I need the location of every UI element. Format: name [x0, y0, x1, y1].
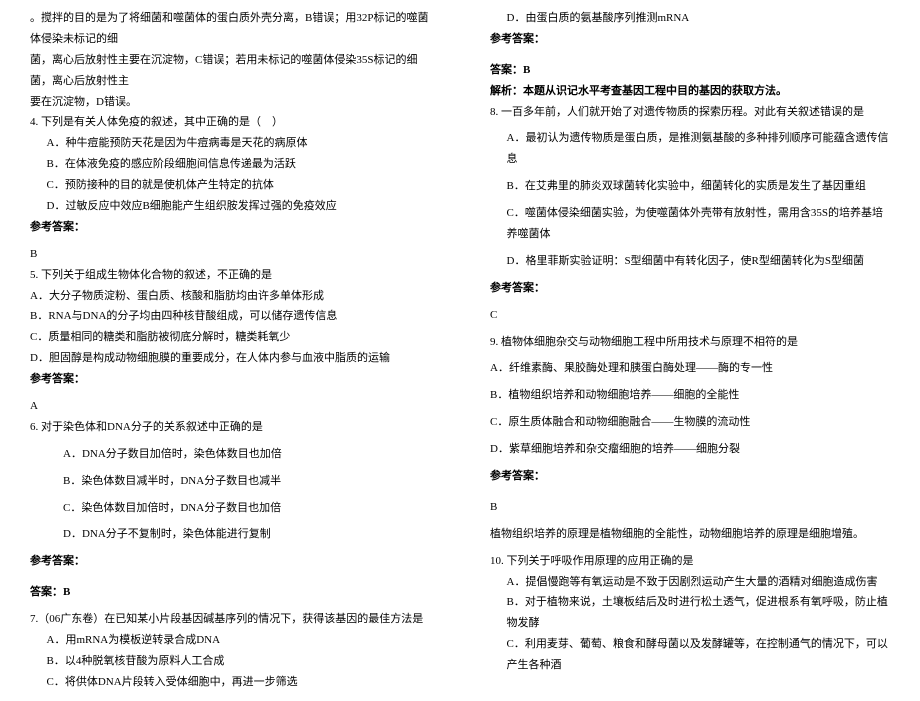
q5-answer: A: [30, 396, 430, 417]
q7-answer: 答案：B: [490, 60, 890, 81]
q10-stem: 10. 下列关于呼吸作用原理的应用正确的是: [490, 551, 890, 572]
q9-option-a: A．纤维素酶、果胶酶处理和胰蛋白酶处理——酶的专一性: [490, 358, 890, 379]
q5-option-c: C．质量相同的糖类和脂肪被彻底分解时，糖类耗氧少: [30, 327, 430, 348]
q4-stem: 4. 下列是有关人体免疫的叙述，其中正确的是（ ）: [30, 112, 430, 133]
q7-stem: 7.（06广东卷）在已知某小片段基因碱基序列的情况下，获得该基因的最佳方法是: [30, 609, 430, 630]
q9-stem: 9. 植物体细胞杂交与动物细胞工程中所用技术与原理不相符的是: [490, 332, 890, 353]
q8-option-d: D．格里菲斯实验证明：S型细菌中有转化因子，使R型细菌转化为S型细菌: [490, 251, 890, 272]
q4-option-d: D．过敏反应中效应B细胞能产生组织胺发挥过强的免疫效应: [30, 196, 430, 217]
left-column: 。搅拌的目的是为了将细菌和噬菌体的蛋白质外壳分离，B错误；用32P标记的噬菌体侵…: [0, 8, 460, 693]
q9-option-b: B．植物组织培养和动物细胞培养——细胞的全能性: [490, 385, 890, 406]
reference-answer-label: 参考答案：: [490, 278, 890, 299]
q7-option-b: B．以4种脱氧核苷酸为原料人工合成: [30, 651, 430, 672]
q7-option-a: A．用mRNA为模板逆转录合成DNA: [30, 630, 430, 651]
intro-line-1: 。搅拌的目的是为了将细菌和噬菌体的蛋白质外壳分离，B错误；用32P标记的噬菌体侵…: [30, 8, 430, 50]
q10-option-b: B．对于植物来说，土壤板结后及时进行松土透气，促进根系有氧呼吸，防止植物发酵: [490, 592, 890, 634]
q4-answer: B: [30, 244, 430, 265]
q8-stem: 8. 一百多年前，人们就开始了对遗传物质的探索历程。对此有关叙述错误的是: [490, 102, 890, 123]
reference-answer-label: 参考答案：: [30, 551, 430, 572]
q8-option-a: A．最初认为遗传物质是蛋白质，是推测氨基酸的多种排列顺序可能蕴含遗传信息: [490, 128, 890, 170]
q5-option-a: A．大分子物质淀粉、蛋白质、核酸和脂肪均由许多单体形成: [30, 286, 430, 307]
q4-option-c: C．预防接种的目的就是使机体产生特定的抗体: [30, 175, 430, 196]
q9-option-c: C．原生质体融合和动物细胞融合——生物膜的流动性: [490, 412, 890, 433]
reference-answer-label: 参考答案：: [490, 29, 890, 50]
q8-option-c: C．噬菌体侵染细菌实验，为使噬菌体外壳带有放射性，需用含35S的培养基培养噬菌体: [490, 203, 890, 245]
q5-option-d: D．胆固醇是构成动物细胞膜的重要成分，在人体内参与血液中脂质的运输: [30, 348, 430, 369]
reference-answer-label: 参考答案：: [30, 369, 430, 390]
q6-option-d: D．DNA分子不复制时，染色体能进行复制: [30, 524, 430, 545]
q10-option-a: A．提倡慢跑等有氧运动是不致于因剧烈运动产生大量的酒精对细胞造成伤害: [490, 572, 890, 593]
q6-stem: 6. 对于染色体和DNA分子的关系叙述中正确的是: [30, 417, 430, 438]
q9-option-d: D．紫草细胞培养和杂交瘤细胞的培养——细胞分裂: [490, 439, 890, 460]
q4-option-b: B．在体液免疫的感应阶段细胞间信息传递最为活跃: [30, 154, 430, 175]
reference-answer-label: 参考答案：: [30, 217, 430, 238]
q6-option-a: A．DNA分子数目加倍时，染色体数目也加倍: [30, 444, 430, 465]
q7-option-d: D．由蛋白质的氨基酸序列推测mRNA: [490, 8, 890, 29]
q5-option-b: B．RNA与DNA的分子均由四种核苷酸组成，可以储存遗传信息: [30, 306, 430, 327]
q10-option-c: C．利用麦芽、葡萄、粮食和酵母菌以及发酵罐等，在控制通气的情况下，可以产生各种酒: [490, 634, 890, 676]
q8-answer: C: [490, 305, 890, 326]
q6-option-b: B．染色体数目减半时，DNA分子数目也减半: [30, 471, 430, 492]
reference-answer-label: 参考答案：: [490, 466, 890, 487]
q9-answer: B: [490, 497, 890, 518]
intro-line-3: 要在沉淀物，D错误。: [30, 92, 430, 113]
q7-option-c: C．将供体DNA片段转入受体细胞中，再进一步筛选: [30, 672, 430, 693]
q9-explanation: 植物组织培养的原理是植物细胞的全能性，动物细胞培养的原理是细胞增殖。: [490, 524, 890, 545]
q6-option-c: C．染色体数目加倍时，DNA分子数目也加倍: [30, 498, 430, 519]
right-column: D．由蛋白质的氨基酸序列推测mRNA 参考答案： 答案：B 解析：本题从识记水平…: [460, 8, 920, 693]
q6-answer: 答案：B: [30, 582, 430, 603]
q5-stem: 5. 下列关于组成生物体化合物的叙述，不正确的是: [30, 265, 430, 286]
q7-explanation: 解析：本题从识记水平考查基因工程中目的基因的获取方法。: [490, 81, 890, 102]
q4-option-a: A．种牛痘能预防天花是因为牛痘病毒是天花的病原体: [30, 133, 430, 154]
q8-option-b: B．在艾弗里的肺炎双球菌转化实验中，细菌转化的实质是发生了基因重组: [490, 176, 890, 197]
intro-line-2: 菌，离心后放射性主要在沉淀物，C错误；若用未标记的噬菌体侵染35S标记的细菌，离…: [30, 50, 430, 92]
